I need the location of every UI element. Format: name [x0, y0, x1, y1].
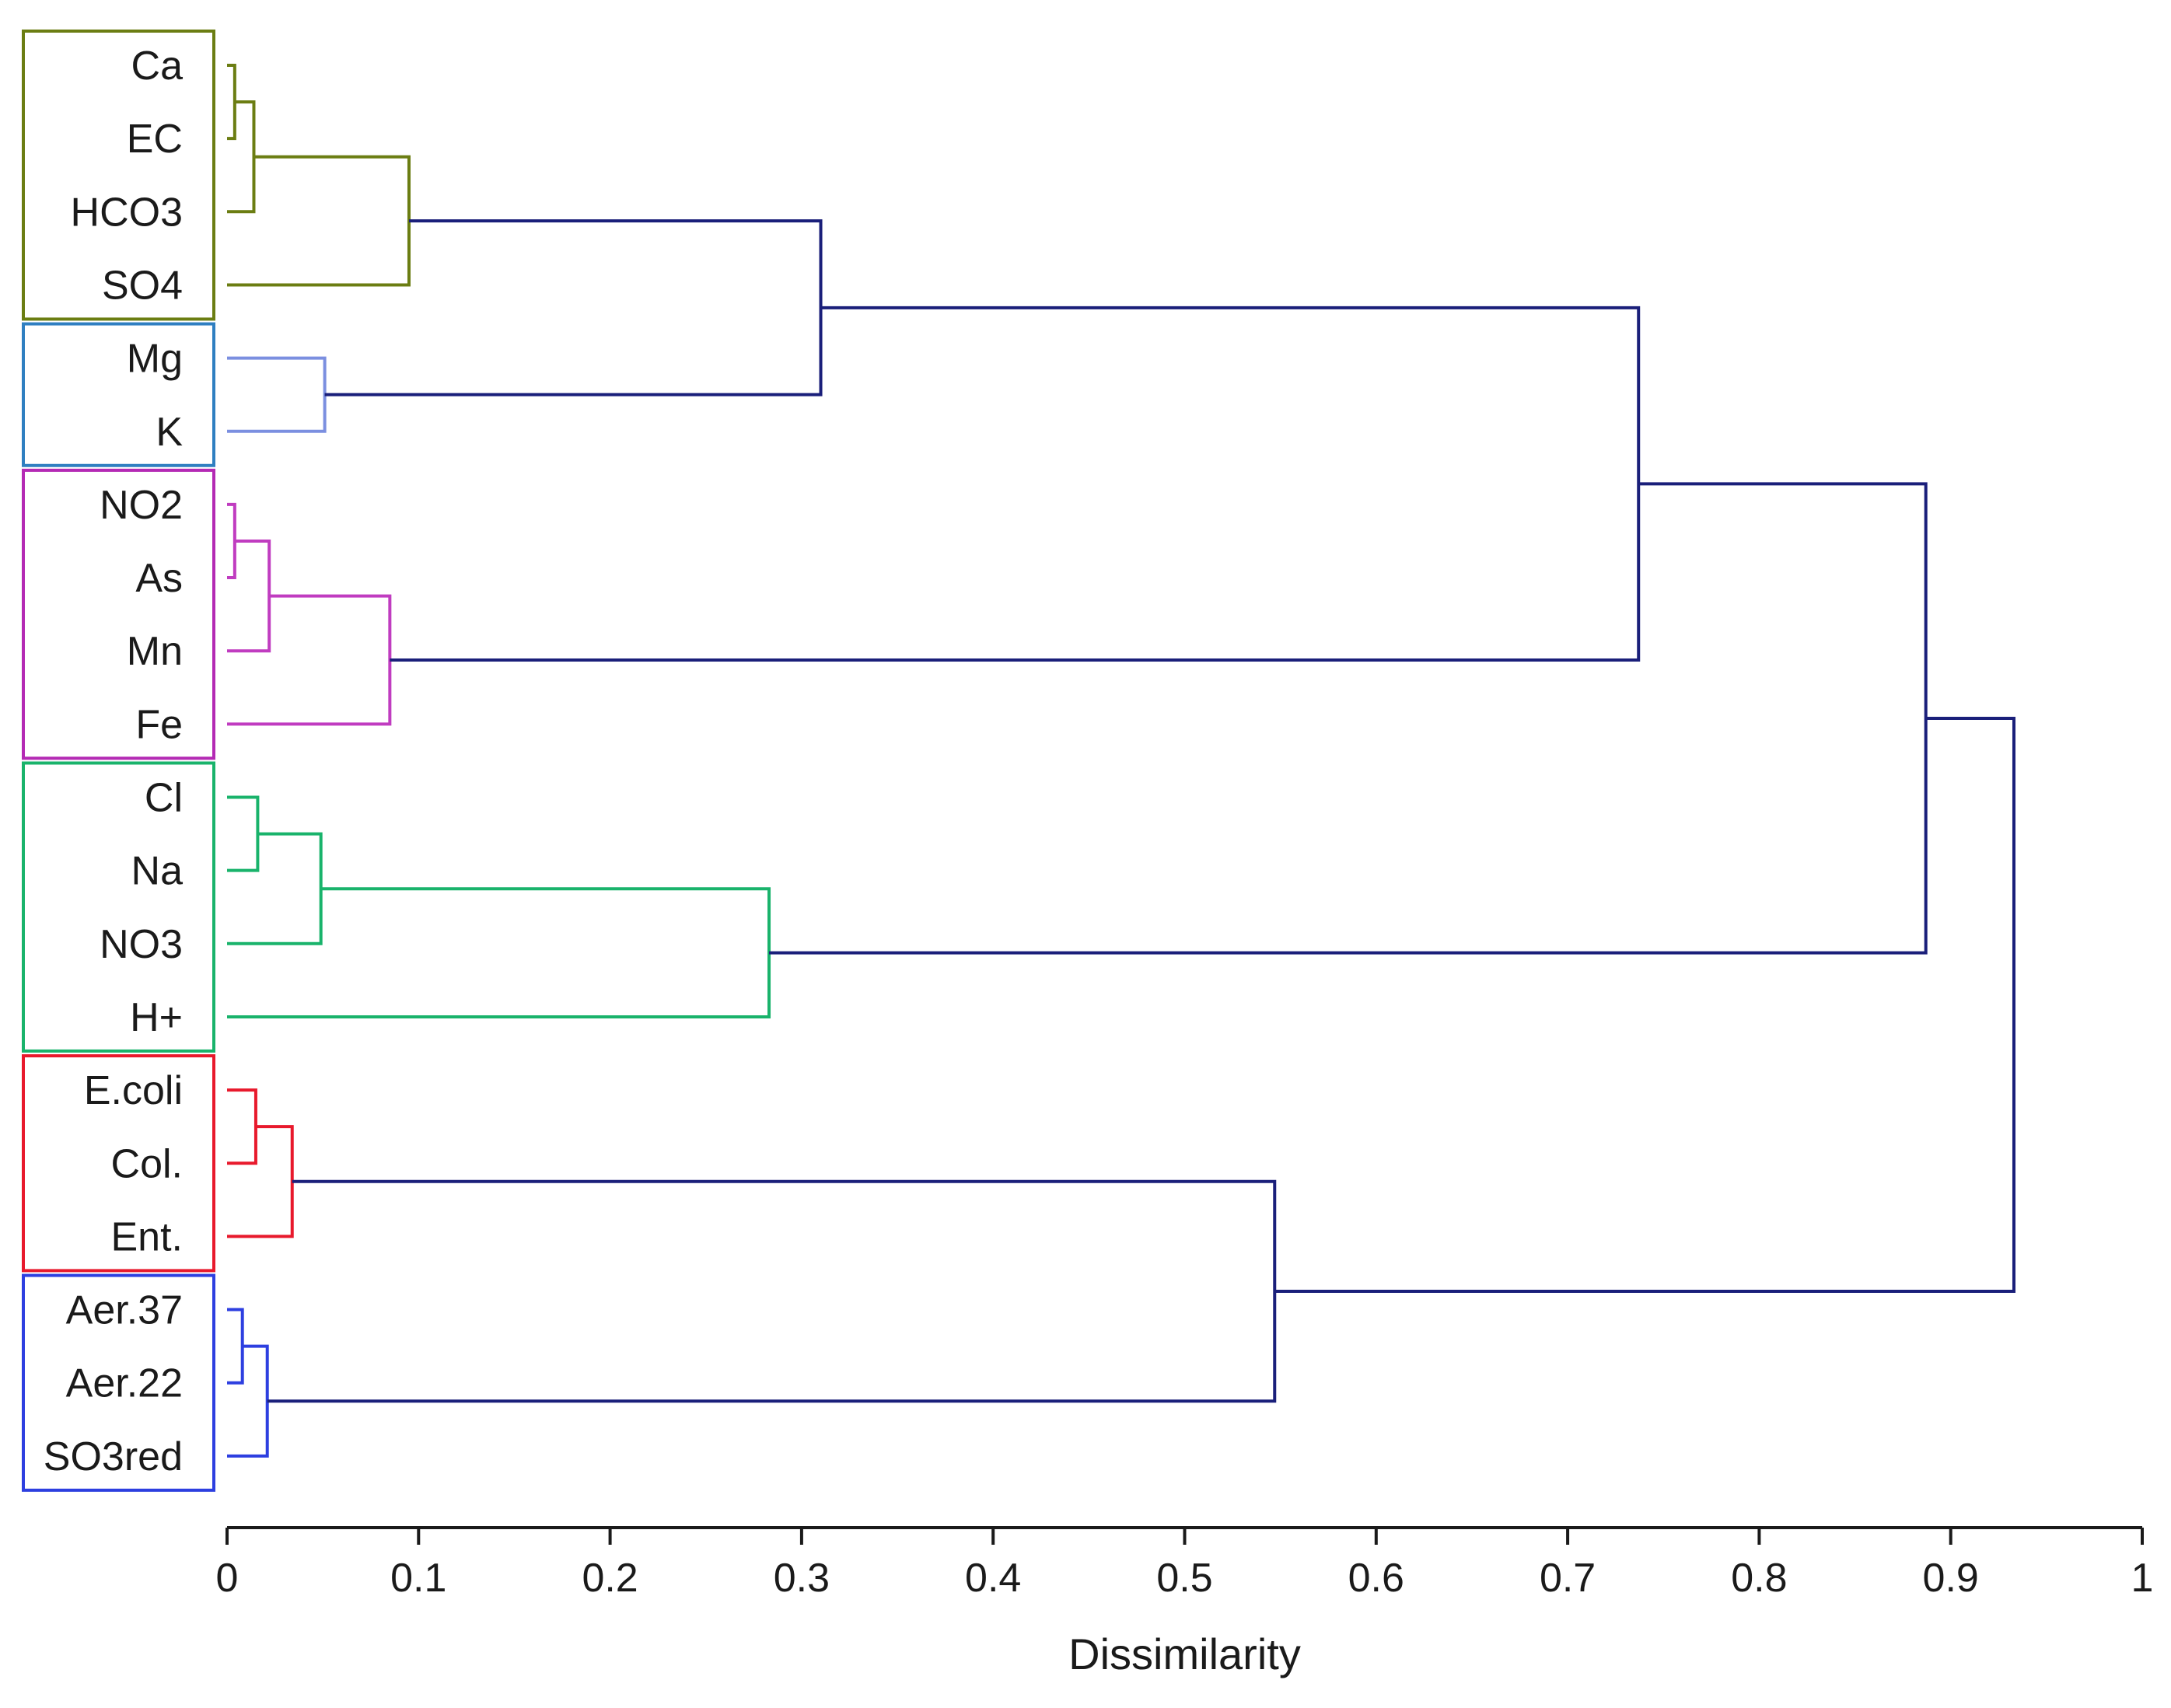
x-tick-label: 0.3 [774, 1556, 830, 1601]
leaf-label: Mn [127, 629, 183, 674]
leaf-label: Ent. [111, 1214, 184, 1259]
dendrogram-link-m11 [227, 832, 323, 945]
x-tick-label: 0.7 [1540, 1556, 1596, 1601]
leaf-label: HCO3 [71, 190, 183, 235]
dendrogram-link-m15 [227, 1125, 294, 1238]
dendrogram-link-m8 [227, 594, 392, 726]
leaf-label: H+ [130, 995, 183, 1040]
dendrogram-links [227, 64, 2015, 1458]
dendrogram-link-m10 [227, 795, 260, 872]
dendrogram-link-m17 [227, 1344, 269, 1458]
cluster-5-box [22, 1054, 215, 1273]
cluster-3-box [22, 468, 215, 760]
dendrogram-link-m1 [227, 64, 236, 141]
dendrogram-link-m14 [227, 1088, 257, 1165]
dendrogram-link-m9 [390, 306, 1641, 662]
leaf-label: K [156, 410, 183, 455]
leaf-label: Aer.22 [66, 1361, 183, 1406]
dendrogram-link-m6 [227, 502, 236, 580]
leaf-label: Cl [145, 776, 183, 821]
x-tick-label: 0.2 [582, 1556, 638, 1601]
leaf-label: Mg [127, 337, 183, 382]
dendrogram-link-m2 [227, 100, 256, 214]
x-axis-ticks: 0 0.1 0.2 0.3 0.4 0.5 0.6 0.7 0.8 0.9 1 [216, 1528, 2154, 1601]
cluster-1-box [22, 30, 215, 321]
leaf-label: Fe [135, 702, 183, 747]
leaf-label: EC [127, 117, 183, 162]
leaf-label: NO3 [100, 922, 183, 967]
x-tick-label: 0 [216, 1556, 239, 1601]
dendrogram-link-m19 [1274, 716, 2015, 1294]
x-tick-label: 1 [2131, 1556, 2154, 1601]
cluster-boxes [22, 30, 215, 1492]
x-tick-label: 0.6 [1348, 1556, 1404, 1601]
dendrogram-link-m5 [324, 219, 823, 396]
leaf-label: NO2 [100, 483, 183, 528]
x-tick-label: 0.4 [965, 1556, 1021, 1601]
leaf-label: SO3red [44, 1434, 183, 1479]
cluster-6-box [22, 1273, 215, 1492]
dendrogram-link-m4 [227, 356, 327, 433]
x-tick-label: 0.9 [1923, 1556, 1979, 1601]
leaf-label: Col. [111, 1141, 183, 1186]
leaf-label: Ca [131, 44, 184, 89]
leaf-label: E.coli [84, 1068, 183, 1113]
leaf-labels: Ca EC HCO3 SO4 Mg K NO2 As Mn Fe Cl Na NO3 H+ E.coli Co… [44, 44, 184, 1479]
dendrogram-link-m12 [227, 887, 771, 1018]
x-tick-label: 0.8 [1731, 1556, 1787, 1601]
leaf-label: Aer.37 [66, 1288, 183, 1333]
cluster-4-box [22, 761, 215, 1053]
cluster-2-box [22, 322, 215, 467]
x-tick-label: 0.1 [390, 1556, 446, 1601]
leaf-label: As [135, 556, 183, 601]
x-tick-label: 0.5 [1156, 1556, 1212, 1601]
dendrogram-link-m18 [267, 1179, 1277, 1403]
leaf-label: SO4 [102, 263, 183, 308]
x-axis: 0 0.1 0.2 0.3 0.4 0.5 0.6 0.7 0.8 0.9 1 Dissimilar… [216, 1526, 2154, 1678]
dendrogram-link-m13 [769, 482, 1928, 955]
leaf-label: Na [131, 849, 184, 894]
dendrogram-link-m16 [227, 1308, 244, 1385]
x-axis-title: Dissimilarity [1068, 1629, 1301, 1678]
